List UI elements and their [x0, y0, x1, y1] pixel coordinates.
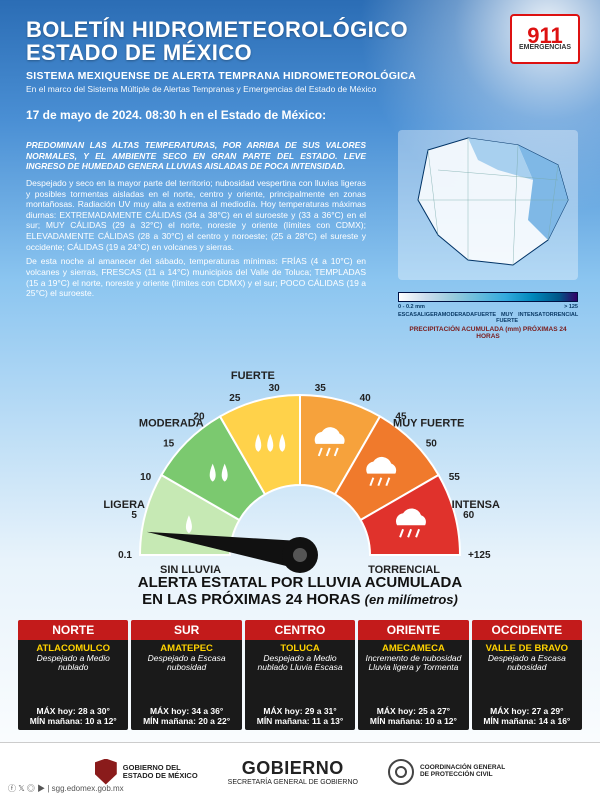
svg-text:55: 55 — [449, 472, 461, 483]
title-line1: BOLETÍN HIDROMETEOROLÓGICO — [26, 18, 490, 41]
region-card: NORTE ATLACOMULCO Despejado a Medio nubl… — [18, 620, 128, 730]
svg-text:35: 35 — [315, 383, 327, 394]
svg-text:INTENSA: INTENSA — [452, 499, 500, 511]
region-max: MÁX hoy: 27 a 29° — [472, 706, 582, 716]
precip-tag: LIGERA — [421, 312, 442, 324]
region-condition: Despejado a Medio nublado Lluvia Escasa — [245, 654, 355, 676]
region-card: ORIENTE AMECAMECA Incremento de nubosida… — [358, 620, 468, 730]
region-min: MÍN mañana: 14 a 16° — [472, 716, 582, 726]
svg-text:FUERTE: FUERTE — [231, 370, 275, 382]
svg-text:20: 20 — [193, 412, 205, 423]
rain-gauge: LIGERAMODERADAFUERTEMUY FUERTEINTENSA0.1… — [0, 340, 600, 610]
gauge-title-block: ALERTA ESTATAL POR LLUVIA ACUMULADA EN L… — [0, 575, 600, 608]
dateline: 17 de mayo de 2024. 08:30 h en el Estado… — [26, 108, 490, 122]
precip-colorbar — [398, 292, 578, 302]
svg-text:60: 60 — [463, 510, 475, 521]
svg-text:40: 40 — [360, 393, 372, 404]
gauge-title-l1: ALERTA ESTATAL POR LLUVIA ACUMULADA — [0, 575, 600, 592]
emergency-number: 911 — [527, 27, 563, 45]
precip-tag: ESCASA — [398, 312, 421, 324]
social-url: sgg.edomex.gob.mx — [52, 784, 124, 793]
pc-ring-icon — [388, 759, 414, 785]
svg-text:45: 45 — [395, 412, 407, 423]
region-min: MÍN mañana: 11 a 13° — [245, 716, 355, 726]
region-name: CENTRO — [245, 620, 355, 640]
emergency-badge: 911 EMERGENCIAS — [510, 14, 580, 64]
state-map — [398, 130, 578, 280]
gob-sub: SECRETARÍA GENERAL DE GOBIERNO — [228, 779, 358, 786]
subtitle: SISTEMA MEXIQUENSE DE ALERTA TEMPRANA HI… — [26, 70, 490, 82]
precip-scale-left: 0 - 0.2 mm — [398, 304, 425, 310]
region-max: MÁX hoy: 28 a 30° — [18, 706, 128, 716]
region-max: MÁX hoy: 34 a 36° — [131, 706, 241, 716]
summary-block: PREDOMINAN LAS ALTAS TEMPERATURAS, POR A… — [26, 140, 366, 303]
gauge-title-suffix: (en milímetros) — [365, 592, 458, 607]
svg-text:10: 10 — [140, 472, 152, 483]
precip-caption: PRECIPITACIÓN ACUMULADA (mm) PRÓXIMAS 24… — [398, 326, 578, 340]
svg-text:0.1: 0.1 — [118, 550, 132, 561]
svg-text:25: 25 — [229, 393, 241, 404]
precip-tag: INTENSA — [518, 312, 542, 324]
summary-p1: Despejado y seco en la mayor parte del t… — [26, 178, 366, 252]
svg-text:50: 50 — [426, 439, 438, 450]
region-city: AMATEPEC — [131, 640, 241, 654]
gobierno-logo: GOBIERNO SECRETARÍA GENERAL DE GOBIERNO — [228, 758, 358, 786]
precip-tag: MODERADA — [442, 312, 474, 324]
subtext: En el marco del Sistema Múltiple de Aler… — [26, 84, 490, 94]
header-block: BOLETÍN HIDROMETEOROLÓGICO ESTADO DE MÉX… — [26, 18, 490, 122]
region-name: SUR — [131, 620, 241, 640]
precip-scale-right: > 125 — [564, 304, 578, 310]
svg-text:30: 30 — [269, 383, 281, 394]
region-card: SUR AMATEPEC Despejado a Escasa nubosida… — [131, 620, 241, 730]
region-city: AMECAMECA — [358, 640, 468, 654]
precip-tag: MUY FUERTE — [496, 312, 518, 324]
region-min: MÍN mañana: 20 a 22° — [131, 716, 241, 726]
shield-icon — [95, 759, 117, 785]
svg-text:15: 15 — [163, 439, 175, 450]
precip-tag: FUERTE — [474, 312, 496, 324]
region-min: MÍN mañana: 10 a 12° — [18, 716, 128, 726]
region-condition: Despejado a Escasa nubosidad — [131, 654, 241, 676]
title-line2: ESTADO DE MÉXICO — [26, 41, 490, 64]
svg-text:+125: +125 — [468, 550, 491, 561]
gob-big: GOBIERNO — [228, 758, 358, 779]
footer-bar: ⓕ 𝕏 ◎ ▶ | sgg.edomex.gob.mx GOBIERNO DEL… — [0, 742, 600, 800]
region-max: MÁX hoy: 25 a 27° — [358, 706, 468, 716]
gauge-title-l2: EN LAS PRÓXIMAS 24 HORAS — [142, 591, 360, 608]
region-condition: Incremento de nubosidad Lluvia ligera y … — [358, 654, 468, 676]
region-name: NORTE — [18, 620, 128, 640]
agency1-l2: ESTADO DE MÉXICO — [123, 772, 198, 780]
precip-tag: TORRENCIAL — [542, 312, 578, 324]
svg-text:5: 5 — [131, 510, 137, 521]
region-condition: Despejado a Medio nublado — [18, 654, 128, 676]
region-card: CENTRO TOLUCA Despejado a Medio nublado … — [245, 620, 355, 730]
summary-p2: De esta noche al amanecer del sábado, te… — [26, 256, 366, 299]
precip-tag-row: ESCASA LIGERA MODERADA FUERTE MUY FUERTE… — [398, 312, 578, 324]
svg-text:LIGERA: LIGERA — [103, 499, 145, 511]
social-handle: ⓕ 𝕏 ◎ ▶ | sgg.edomex.gob.mx — [8, 783, 124, 794]
state-gov-logo: GOBIERNO DEL ESTADO DE MÉXICO — [95, 759, 198, 785]
region-min: MÍN mañana: 10 a 12° — [358, 716, 468, 726]
precip-legend: 0 - 0.2 mm > 125 ESCASA LIGERA MODERADA … — [398, 292, 578, 340]
region-city: ATLACOMULCO — [18, 640, 128, 654]
region-city: TOLUCA — [245, 640, 355, 654]
summary-lead: PREDOMINAN LAS ALTAS TEMPERATURAS, POR A… — [26, 140, 366, 172]
region-name: OCCIDENTE — [472, 620, 582, 640]
pc-l2: DE PROTECCIÓN CIVIL — [420, 772, 505, 779]
region-card: OCCIDENTE VALLE DE BRAVO Despejado a Esc… — [472, 620, 582, 730]
proteccion-civil-logo: COORDINACIÓN GENERAL DE PROTECCIÓN CIVIL — [388, 759, 505, 785]
region-name: ORIENTE — [358, 620, 468, 640]
emergency-label: EMERGENCIAS — [519, 45, 571, 51]
region-city: VALLE DE BRAVO — [472, 640, 582, 654]
region-condition: Despejado a Escasa nubosidad — [472, 654, 582, 676]
region-max: MÁX hoy: 29 a 31° — [245, 706, 355, 716]
regions-row: NORTE ATLACOMULCO Despejado a Medio nubl… — [18, 620, 582, 730]
bulletin-page: 911 EMERGENCIAS BOLETÍN HIDROMETEOROLÓGI… — [0, 0, 600, 800]
